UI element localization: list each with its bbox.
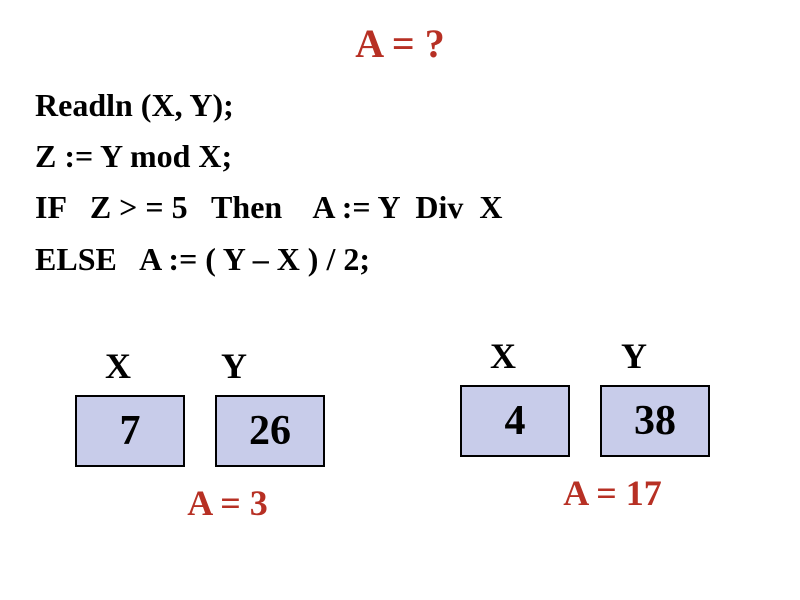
code-line-3: IF Z > = 5 Then A := Y Div X — [35, 182, 503, 233]
code-line-4: ELSE A := ( Y – X ) / 2; — [35, 234, 503, 285]
code-line-2: Z := Y mod X; — [35, 131, 503, 182]
value-x-left: 7 — [75, 395, 185, 467]
value-x-right: 4 — [460, 385, 570, 457]
label-x-left: X — [105, 345, 131, 387]
label-y-left: Y — [221, 345, 247, 387]
value-y-right: 38 — [600, 385, 710, 457]
label-y-right: Y — [621, 335, 647, 377]
result-right: A = 17 — [515, 472, 710, 514]
var-labels-right: X Y — [490, 335, 710, 377]
title: A = ? — [0, 20, 800, 67]
value-y-left: 26 — [215, 395, 325, 467]
case-right: X Y 4 38 A = 17 — [460, 335, 710, 514]
code-line-1: Readln (X, Y); — [35, 80, 503, 131]
result-left: A = 3 — [130, 482, 325, 524]
box-row-right: 4 38 — [460, 385, 710, 457]
case-left: X Y 7 26 A = 3 — [75, 345, 325, 524]
label-x-right: X — [490, 335, 516, 377]
var-labels-left: X Y — [105, 345, 325, 387]
box-row-left: 7 26 — [75, 395, 325, 467]
code-block: Readln (X, Y); Z := Y mod X; IF Z > = 5 … — [35, 80, 503, 285]
